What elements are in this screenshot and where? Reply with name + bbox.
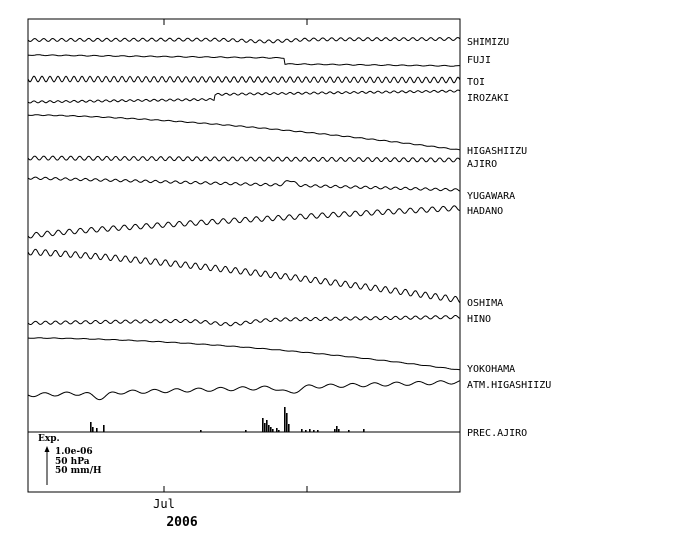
station-label-ajiro: AJIRO <box>467 159 497 170</box>
precip-bar <box>245 430 247 432</box>
precip-bar <box>266 420 268 432</box>
precip-bar <box>268 425 270 432</box>
precip-bar <box>92 427 94 432</box>
trace-hino <box>27 315 461 327</box>
scale-strain: 1.0e-06 <box>55 447 93 457</box>
trace-higashiizu <box>27 114 461 151</box>
plot-frame <box>27 18 461 493</box>
precip-bar <box>336 426 338 432</box>
scale-pressure: 50 hPa <box>55 457 90 467</box>
precip-bar <box>264 423 266 432</box>
precip-bar <box>305 430 307 432</box>
station-label-toi: TOI <box>467 77 485 88</box>
precip-bar <box>301 429 303 432</box>
precip-bar <box>334 429 336 432</box>
precip-bar <box>276 428 278 432</box>
station-label-oshima: OSHIMA <box>467 298 503 309</box>
station-label-prec-ajiro: PREC.AJIRO <box>467 428 527 439</box>
station-label-atm-higashiizu: ATM.HIGASHIIZU <box>467 380 551 391</box>
precip-bar <box>272 429 274 432</box>
station-label-irozaki: IROZAKI <box>467 93 509 104</box>
precip-bar <box>309 429 311 432</box>
precip-bar <box>317 430 319 432</box>
precip-bar <box>103 425 105 432</box>
trace-fuji <box>27 54 461 67</box>
station-label-hadano: HADANO <box>467 206 503 217</box>
precip-bar <box>348 430 350 432</box>
station-label-fuji: FUJI <box>467 55 491 66</box>
precip-bar <box>262 418 264 432</box>
precip-bar <box>288 424 290 432</box>
station-label-hino: HINO <box>467 314 491 325</box>
scale-arrow-head-icon <box>44 446 50 452</box>
trace-toi <box>27 75 461 84</box>
precip-bar <box>286 413 288 432</box>
precip-bar <box>284 407 286 432</box>
trace-shimizu <box>27 36 461 44</box>
scale-legend: Exp. 1.0e-06 50 hPa 50 mm/H <box>38 434 102 485</box>
trace-atm-higashiizu <box>27 380 461 401</box>
precip-bar <box>200 430 202 432</box>
precip-bar <box>90 422 92 432</box>
precip-bar <box>96 428 98 432</box>
scale-legend-title: Exp. <box>38 434 60 444</box>
trace-irozaki <box>27 89 461 104</box>
trace-group <box>27 36 461 401</box>
scale-precipitation: 50 mm/H <box>55 466 102 476</box>
year-label: 2006 <box>166 515 197 530</box>
precipitation-bars <box>90 407 365 432</box>
precip-bar <box>278 430 280 432</box>
trace-oshima <box>27 248 461 304</box>
station-label-shimizu: SHIMIZU <box>467 37 509 48</box>
x-tick-label-jul: Jul <box>153 497 175 511</box>
trace-hadano <box>27 205 461 239</box>
trace-ajiro <box>27 155 461 163</box>
station-label-higashiizu: HIGASHIIZU <box>467 146 527 157</box>
station-label-yokohama: YOKOHAMA <box>467 364 515 375</box>
station-label-yugawara: YUGAWARA <box>467 191 515 202</box>
precip-bar <box>338 429 340 432</box>
precip-bar <box>363 429 365 432</box>
station-labels: SHIMIZU FUJI TOI IROZAKI HIGASHIIZU AJIRO YUGA… <box>467 37 551 439</box>
trace-yugawara <box>27 176 461 192</box>
precip-bar <box>313 430 315 432</box>
precip-bar <box>270 427 272 432</box>
trace-yokohama <box>27 337 461 371</box>
